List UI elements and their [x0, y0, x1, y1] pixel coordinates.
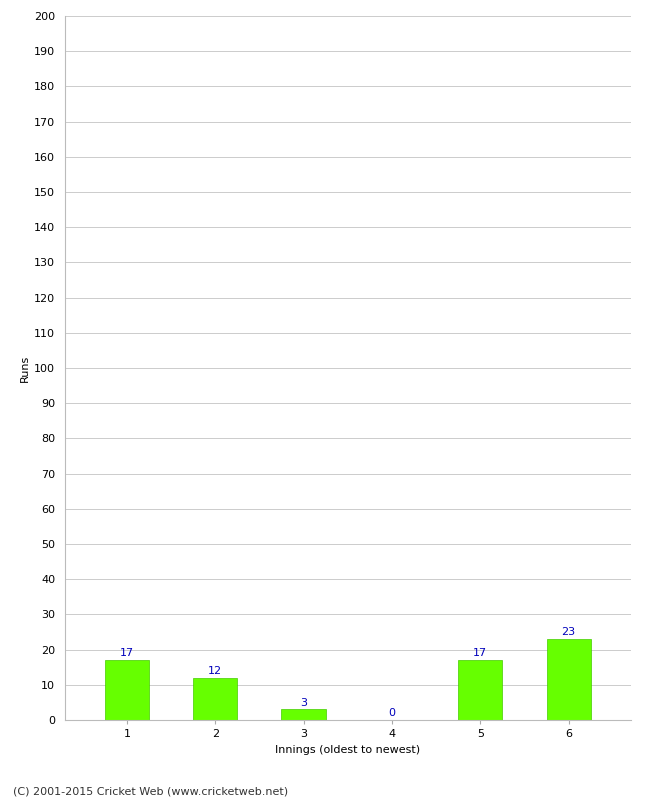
Text: 0: 0: [389, 708, 395, 718]
Bar: [458, 660, 502, 720]
Text: (C) 2001-2015 Cricket Web (www.cricketweb.net): (C) 2001-2015 Cricket Web (www.cricketwe…: [13, 786, 288, 796]
Text: 3: 3: [300, 698, 307, 708]
X-axis label: Innings (oldest to newest): Innings (oldest to newest): [275, 745, 421, 754]
Bar: [193, 678, 237, 720]
Bar: [105, 660, 149, 720]
Bar: [281, 710, 326, 720]
Text: 17: 17: [473, 648, 488, 658]
Bar: [547, 639, 591, 720]
Text: 17: 17: [120, 648, 134, 658]
Text: 23: 23: [562, 627, 576, 638]
Text: 12: 12: [208, 666, 222, 676]
Y-axis label: Runs: Runs: [20, 354, 30, 382]
